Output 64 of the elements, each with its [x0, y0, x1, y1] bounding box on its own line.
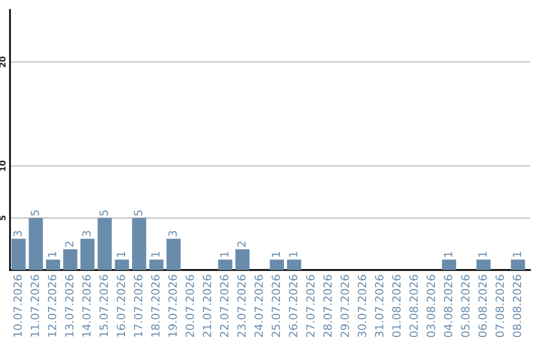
- data-label: 3: [13, 231, 22, 236]
- x-tick-label: 01.08.2026: [392, 274, 401, 338]
- bar: [270, 260, 284, 270]
- x-tick-label: 10.07.2026: [13, 274, 22, 337]
- x-tick-label: 31.07.2026: [375, 274, 384, 337]
- data-label: 1: [220, 252, 228, 257]
- bar: [442, 260, 456, 270]
- x-tick-label: 30.07.2026: [358, 274, 366, 337]
- data-label: 1: [151, 252, 160, 257]
- bar: [149, 260, 164, 270]
- x-tick-label: 03.08.2026: [426, 274, 436, 338]
- x-tick-label: 15.07.2026: [100, 274, 108, 337]
- x-tick-label: 11.07.2026: [30, 274, 40, 337]
- data-label: 1: [478, 252, 487, 257]
- x-tick-label: 18.07.2026: [151, 274, 160, 337]
- x-tick-label: 25.07.2026: [272, 274, 280, 337]
- bar: [12, 238, 26, 270]
- bar: [235, 249, 250, 270]
- bar: [166, 238, 181, 270]
- data-label: 1: [512, 252, 522, 257]
- data-label: 5: [30, 210, 40, 216]
- x-tick-label: 19.07.2026: [168, 274, 177, 337]
- x-tick-label: 27.07.2026: [306, 274, 315, 337]
- x-tick-label: 05.08.2026: [461, 274, 470, 338]
- data-label: 1: [444, 252, 452, 257]
- x-tick-label: 07.08.2026: [496, 274, 504, 338]
- x-tick-label: 02.08.2026: [409, 274, 418, 338]
- data-label: 1: [116, 252, 125, 257]
- bar: [476, 260, 491, 270]
- data-label: 1: [272, 252, 280, 257]
- x-tick-label: 04.08.2026: [444, 274, 452, 338]
- bar: [132, 218, 146, 270]
- x-tick-label: 26.07.2026: [288, 274, 298, 337]
- x-tick-label: 21.07.2026: [202, 274, 212, 337]
- bar: [46, 260, 60, 270]
- data-label: 3: [82, 231, 91, 236]
- bar: [114, 260, 129, 270]
- bar: [28, 218, 43, 270]
- x-tick-label: 06.08.2026: [478, 274, 487, 338]
- bar: [218, 260, 232, 270]
- x-tick-label: 24.07.2026: [254, 274, 263, 337]
- bar: [63, 249, 78, 270]
- x-tick-label: 23.07.2026: [237, 274, 246, 337]
- data-label: 1: [289, 252, 298, 257]
- data-label: 5: [134, 210, 142, 216]
- x-tick-label: 14.07.2026: [82, 274, 91, 337]
- data-label: 5: [100, 210, 108, 216]
- x-tick-label: 12.07.2026: [48, 274, 56, 337]
- bar: [80, 238, 95, 270]
- x-tick-label: 16.07.2026: [116, 274, 126, 337]
- bar: [98, 218, 112, 270]
- x-tick-label: 20.07.2026: [186, 274, 194, 337]
- x-tick-label: 29.07.2026: [340, 274, 349, 337]
- data-label: 3: [168, 231, 177, 236]
- x-tick-label: 13.07.2026: [65, 274, 74, 337]
- data-label: 1: [48, 252, 56, 257]
- data-label: 2: [65, 242, 74, 247]
- data-label: 2: [237, 242, 246, 247]
- x-tick-label: 17.07.2026: [134, 274, 142, 337]
- x-tick-label: 08.08.2026: [512, 274, 522, 338]
- bar: [510, 260, 526, 270]
- x-tick-label: 22.07.2026: [220, 274, 228, 337]
- bar: [287, 260, 302, 270]
- x-tick-label: 28.07.2026: [323, 274, 332, 337]
